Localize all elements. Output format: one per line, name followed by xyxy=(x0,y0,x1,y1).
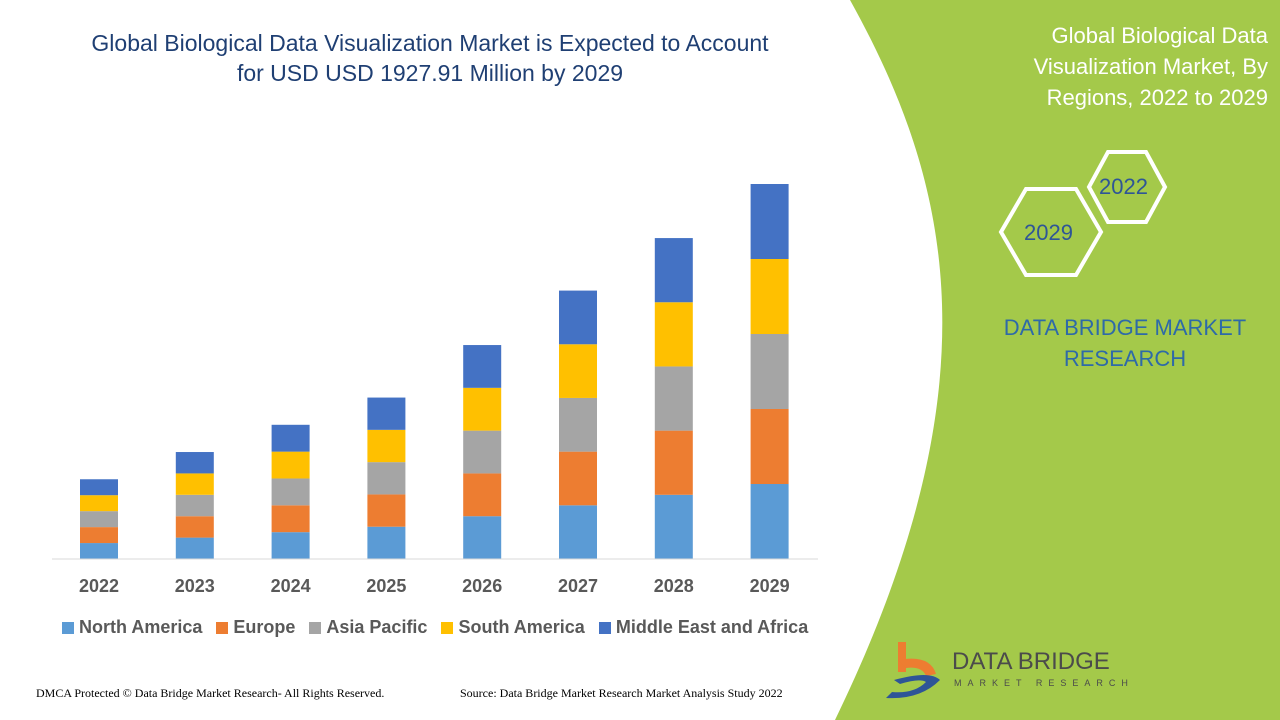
bar-segment-asia-pacific xyxy=(463,430,502,474)
data-bridge-logo-icon xyxy=(886,642,940,699)
bar-segment-europe xyxy=(654,430,693,495)
bar-segment-europe xyxy=(175,516,214,538)
hex-label-2029: 2029 xyxy=(1024,220,1073,245)
bar-segment-europe xyxy=(367,494,406,527)
bar-segment-south-america xyxy=(463,387,502,431)
bar-segment-south-america xyxy=(559,344,597,398)
green-side-panel xyxy=(835,0,1280,720)
bar-segment-south-america xyxy=(175,473,214,495)
legend-item: South America xyxy=(441,617,585,638)
x-tick-label: 2024 xyxy=(270,576,311,596)
legend: North America Europe Asia Pacific South … xyxy=(62,617,808,638)
legend-item: Asia Pacific xyxy=(309,617,427,638)
legend-swatch xyxy=(598,621,611,634)
bar-segment-middle-east-and-africa xyxy=(463,345,502,388)
logo-subtitle: MARKET RESEARCH xyxy=(954,678,1134,688)
hexagon-2029 xyxy=(998,187,1104,277)
bar-segment-europe xyxy=(463,473,502,517)
bar-segment-north-america xyxy=(367,526,406,559)
bar-segment-north-america xyxy=(654,494,693,559)
bar-segment-north-america xyxy=(559,505,597,559)
legend-label: Asia Pacific xyxy=(326,617,428,637)
bar-segment-middle-east-and-africa xyxy=(175,452,214,474)
bar-segment-south-america xyxy=(367,429,406,463)
bar-segment-europe xyxy=(559,451,597,506)
chart-title: Global Biological Data Visualization Mar… xyxy=(91,30,769,86)
bar-segment-middle-east-and-africa xyxy=(271,424,310,452)
x-tick-label: 2025 xyxy=(366,576,407,596)
bar-segment-middle-east-and-africa xyxy=(750,184,789,259)
copyright-text: DMCA Protected © Data Bridge Market Rese… xyxy=(36,686,385,700)
bar-segment-north-america xyxy=(80,543,118,559)
x-tick-label: 2023 xyxy=(174,576,215,596)
bar-segment-south-america xyxy=(750,259,789,334)
x-tick-label: 2026 xyxy=(462,576,503,596)
bar-segment-middle-east-and-africa xyxy=(367,397,406,430)
bar-segment-south-america xyxy=(271,451,310,479)
legend-item: North America xyxy=(62,617,202,638)
bar-segment-asia-pacific xyxy=(367,462,406,495)
bar-segment-asia-pacific xyxy=(559,397,597,452)
x-tick-label: 2022 xyxy=(78,576,120,596)
legend-label: Middle East and Africa xyxy=(615,617,809,637)
legend-item: Middle East and Africa xyxy=(598,617,809,638)
brand-text: DATA BRIDGE MARKET RESEARCH xyxy=(1003,315,1247,371)
hexagon-2022 xyxy=(1086,150,1168,224)
legend-swatch xyxy=(62,621,74,634)
logo-name: DATA BRIDGE xyxy=(952,648,1110,675)
bar-segment-europe xyxy=(80,527,118,544)
bar-segment-north-america xyxy=(271,532,310,559)
legend-label: North America xyxy=(79,617,203,637)
bar-segment-middle-east-and-africa xyxy=(559,290,597,345)
legend-label: Europe xyxy=(233,617,296,637)
legend-label: South America xyxy=(458,617,585,637)
source-text: Source: Data Bridge Market Research Mark… xyxy=(460,686,783,700)
bar-segment-asia-pacific xyxy=(750,334,789,409)
bar-segment-north-america xyxy=(463,516,502,559)
bar-segment-middle-east-and-africa xyxy=(80,479,118,496)
bar-segment-north-america xyxy=(175,537,214,559)
bar-segment-south-america xyxy=(654,302,693,367)
legend-item: Europe xyxy=(216,617,295,638)
x-tick-label: 2027 xyxy=(557,576,599,596)
bar-segment-europe xyxy=(271,505,310,533)
bar-segment-asia-pacific xyxy=(80,511,118,528)
bar-segment-north-america xyxy=(750,484,789,559)
bar-segment-asia-pacific xyxy=(654,366,693,431)
bar-segment-asia-pacific xyxy=(175,494,214,517)
bar-segment-south-america xyxy=(80,495,118,512)
side-panel-title: Global Biological Data Visualization Mar… xyxy=(1033,23,1268,110)
bar-segment-europe xyxy=(750,409,789,484)
legend-swatch xyxy=(309,621,322,634)
bar-segment-asia-pacific xyxy=(271,478,310,506)
x-tick-label: 2028 xyxy=(653,576,694,596)
bar-chart xyxy=(80,184,789,559)
hex-label-2022: 2022 xyxy=(1099,174,1148,199)
x-tick-label: 2029 xyxy=(749,576,790,596)
legend-swatch xyxy=(441,621,454,634)
bar-segment-middle-east-and-africa xyxy=(654,238,693,303)
legend-swatch xyxy=(216,621,229,634)
